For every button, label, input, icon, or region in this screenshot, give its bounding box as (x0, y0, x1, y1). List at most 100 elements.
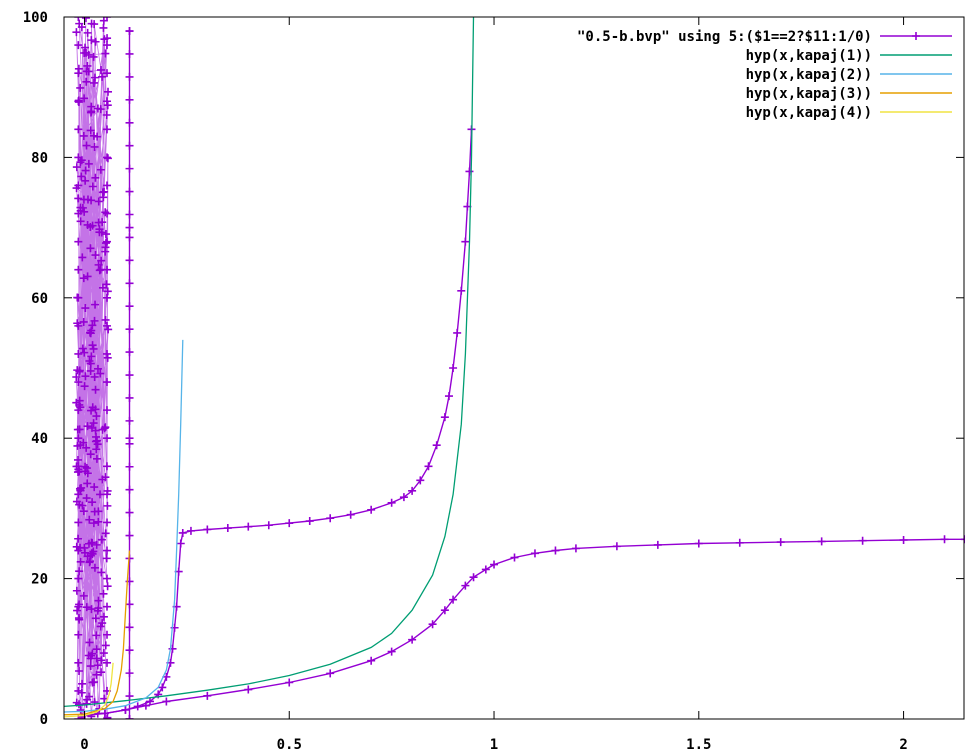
y-tick-label: 40 (31, 431, 48, 447)
series-point (86, 662, 95, 671)
series-point (125, 669, 134, 678)
series-point (77, 172, 86, 181)
series-point (90, 483, 99, 492)
series-point (103, 97, 112, 106)
series-point (653, 540, 662, 549)
series-point (96, 105, 105, 114)
series-point (87, 605, 96, 614)
series-point (92, 631, 101, 640)
series-point (88, 498, 97, 507)
series-point (461, 237, 470, 246)
series-point (912, 32, 920, 40)
series-point (75, 367, 84, 376)
series-point (89, 678, 98, 687)
series-line-3 (64, 550, 131, 716)
series-point (103, 17, 112, 21)
series-point (78, 253, 87, 262)
series-point (72, 542, 81, 551)
series-point (88, 649, 97, 658)
series-point (449, 364, 458, 372)
series-point (125, 348, 134, 357)
series-point (97, 535, 106, 544)
series-point (76, 557, 85, 566)
series-point (90, 698, 99, 707)
series-point (82, 494, 91, 503)
series-point (72, 373, 81, 382)
series-point (244, 522, 253, 531)
series-point (87, 549, 96, 558)
series-point (465, 167, 474, 176)
series-point (83, 28, 92, 37)
series-point (444, 392, 453, 401)
series-point (92, 454, 101, 463)
series-point (457, 286, 466, 295)
series-point (125, 164, 134, 173)
series-point (612, 542, 621, 551)
series-point (103, 293, 112, 302)
series-point (94, 218, 103, 227)
series-point (469, 573, 478, 582)
series-point (162, 697, 171, 706)
series-point (98, 188, 107, 197)
series-point (449, 595, 458, 604)
series-point (858, 536, 867, 545)
series-point (78, 203, 87, 212)
series-point (87, 352, 96, 361)
series-point (78, 679, 87, 688)
series-point (74, 686, 83, 695)
x-tick-label: 0 (80, 737, 88, 753)
series-point (103, 546, 112, 555)
series-point (102, 111, 111, 120)
series-point (87, 107, 96, 116)
series-point (940, 535, 949, 544)
series-point (79, 274, 88, 283)
series-point (103, 69, 112, 78)
series-point (125, 439, 134, 448)
series-point (95, 266, 104, 275)
series-point (76, 441, 85, 450)
series-point (125, 233, 134, 242)
series-point (74, 406, 83, 415)
series-point (74, 574, 83, 583)
series-point (103, 154, 112, 163)
series-point (74, 321, 83, 330)
series-point (103, 715, 112, 719)
series-point (99, 23, 108, 32)
series-point (98, 619, 107, 628)
series-point (817, 537, 826, 546)
series-point (125, 715, 134, 719)
series-point (103, 574, 112, 583)
series-point (101, 529, 110, 538)
series-point (103, 321, 112, 330)
series-point (125, 416, 134, 425)
series-point (99, 589, 108, 598)
series-point (84, 651, 93, 660)
series-point (367, 505, 376, 514)
series-point (83, 422, 92, 431)
series-point (74, 518, 83, 527)
series-line (104, 538, 965, 715)
series-point (100, 709, 109, 718)
series-point (74, 17, 83, 21)
series-point (76, 83, 85, 92)
series-point (387, 647, 396, 656)
series-point (74, 97, 83, 106)
series-point (88, 403, 97, 412)
series-point (72, 586, 81, 595)
series-point (101, 641, 110, 650)
series-point (125, 393, 134, 402)
series-point (86, 244, 95, 253)
series-point (91, 385, 100, 394)
series-point (91, 251, 100, 260)
series-point (74, 534, 83, 543)
series-point (74, 349, 83, 358)
series-point (84, 159, 93, 168)
series-point (74, 630, 83, 639)
series-point (387, 498, 396, 507)
y-tick-label: 60 (31, 291, 48, 307)
series-point (93, 132, 102, 141)
series-point (94, 260, 103, 269)
series-point (103, 378, 112, 387)
series-point (101, 208, 110, 217)
series-point (326, 669, 335, 678)
